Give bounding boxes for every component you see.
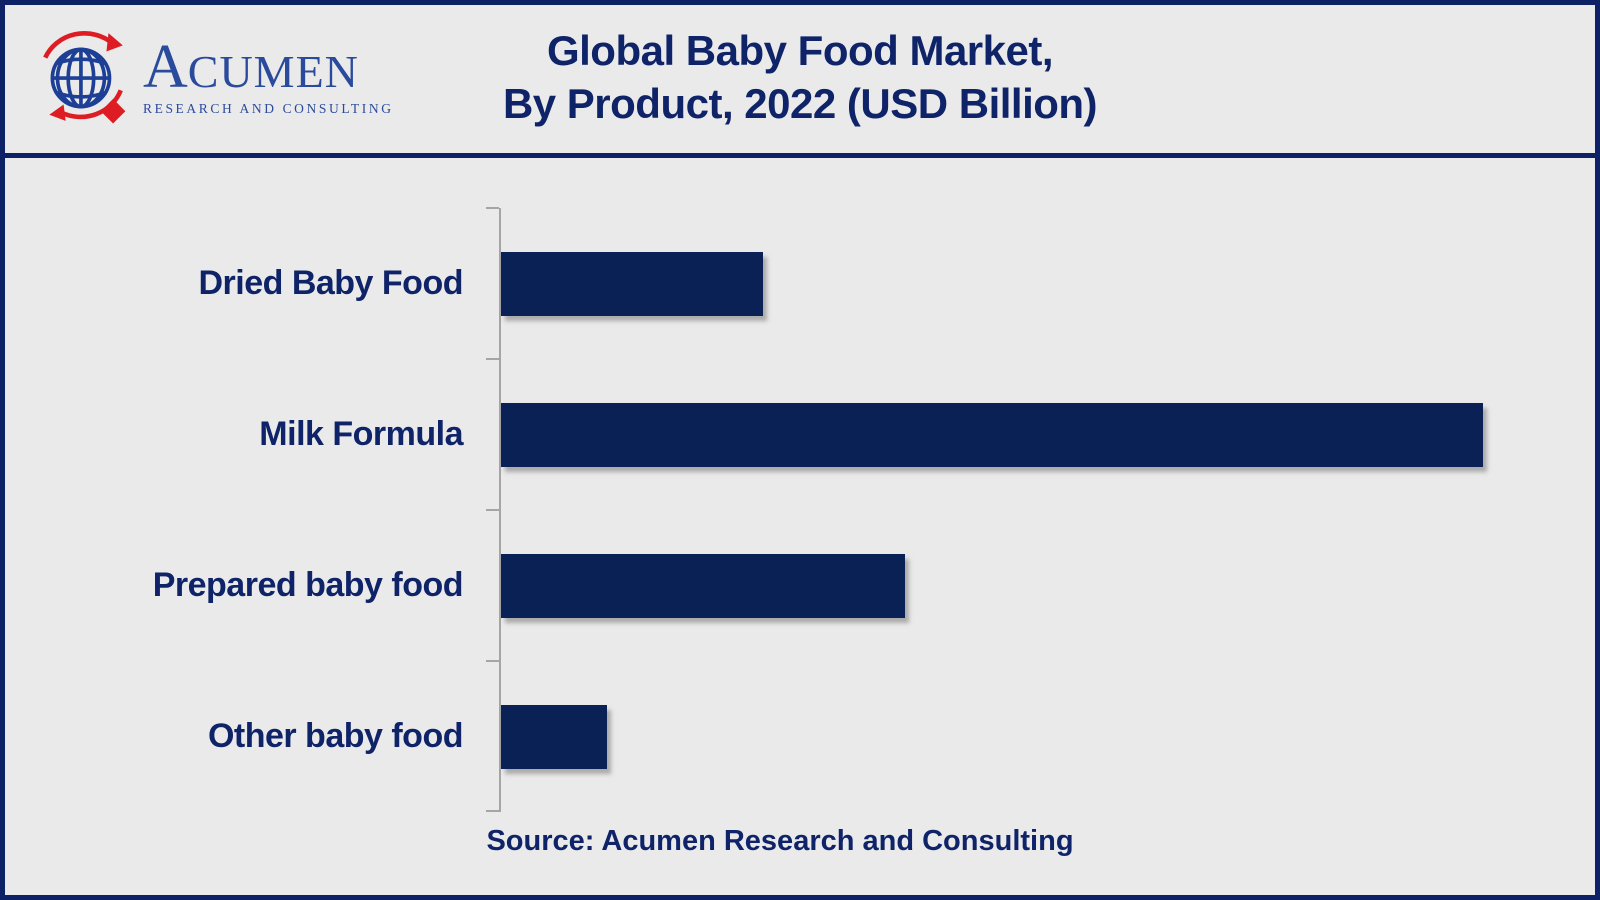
- bar-other-baby-food: [501, 704, 607, 769]
- bar-row-dried-baby-food: Dried Baby Food: [5, 208, 1595, 359]
- brand-wordmark: ACUMEN RESEARCH AND CONSULTING: [143, 36, 394, 117]
- brand-rest: CUMEN: [187, 45, 359, 97]
- category-label: Prepared baby food: [152, 566, 464, 604]
- bar-row-prepared-baby-food: Prepared baby food: [5, 510, 1595, 661]
- axis-tick: [486, 207, 499, 209]
- chart-title-line2: By Product, 2022 (USD Billion): [502, 79, 1098, 127]
- y-axis-line: [499, 208, 501, 812]
- category-label: Milk Formula: [259, 415, 463, 453]
- source-caption: Source: Acumen Research and Consulting: [486, 825, 1074, 857]
- axis-tick: [486, 509, 499, 511]
- bar-other-prepared-baby-food: [501, 553, 905, 618]
- category-label: Dried Baby Food: [198, 264, 463, 302]
- bar-dried-baby-food: [501, 251, 763, 316]
- axis-tick: [486, 810, 499, 812]
- axis-tick: [486, 358, 499, 360]
- category-label: Other baby food: [207, 717, 464, 755]
- globe-icon: [43, 31, 126, 124]
- brand-name: ACUMEN: [143, 36, 394, 98]
- brand-tagline: RESEARCH AND CONSULTING: [143, 100, 394, 116]
- acumen-logo: ACUMEN RESEARCH AND CONSULTING: [33, 25, 394, 127]
- chart-title: Global Baby Food Market, By Product, 202…: [5, 25, 1595, 130]
- axis-tick: [486, 660, 499, 662]
- bar-row-milk-formula: Milk Formula: [5, 359, 1595, 510]
- bar-row-other-baby-food: Other baby food: [5, 661, 1595, 812]
- chart-title-line1: Global Baby Food Market,: [546, 27, 1054, 74]
- header: ACUMEN RESEARCH AND CONSULTING Global Ba…: [5, 5, 1595, 153]
- brand-initial: A: [143, 32, 188, 101]
- header-separator-rule: [5, 153, 1595, 158]
- bar-milk-formula: [501, 402, 1483, 467]
